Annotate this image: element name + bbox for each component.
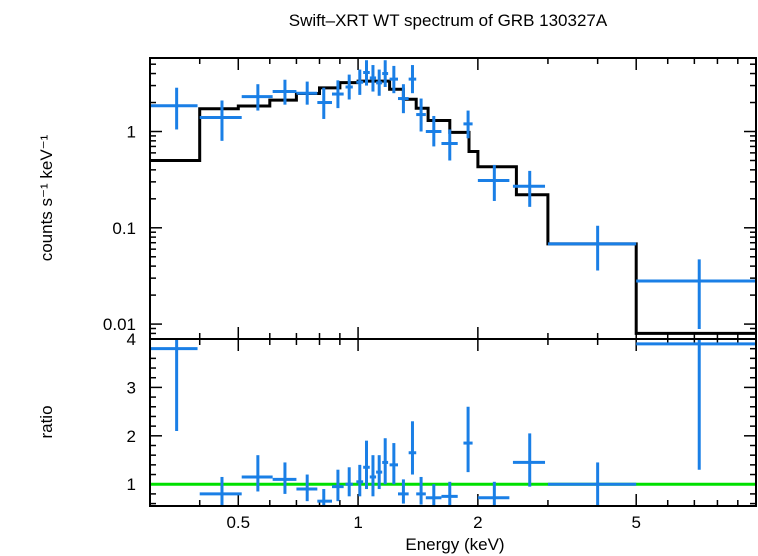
data-point [376, 455, 383, 490]
y-tick-label: 4 [127, 330, 136, 349]
data-point [332, 80, 344, 109]
bottom-y-tick-labels: 1 2 3 4 [127, 330, 136, 494]
x-tick-label: 2 [473, 513, 482, 532]
data-point [416, 476, 426, 505]
data-point [345, 74, 353, 100]
data-point [272, 79, 297, 105]
data-point [408, 421, 417, 475]
data-point [416, 98, 426, 132]
bottom-panel-frame [149, 338, 757, 507]
data-point [512, 170, 546, 207]
data-point [363, 440, 370, 490]
data-point [241, 455, 273, 492]
data-point [408, 65, 417, 94]
data-point [150, 339, 198, 431]
data-point [512, 433, 546, 487]
data-point [296, 474, 318, 502]
data-point [547, 462, 637, 506]
x-axis-label: Energy (keV) [405, 535, 504, 554]
top-ylabel: counts s⁻¹ keV⁻¹ [37, 134, 56, 261]
x-tick-label: 1 [353, 513, 362, 532]
data-point [241, 84, 273, 111]
data-point [356, 464, 364, 497]
data-point [345, 467, 353, 497]
data-point [382, 438, 389, 485]
data-point [425, 115, 442, 147]
data-point [636, 259, 756, 329]
data-point [356, 69, 364, 95]
data-point [441, 129, 458, 161]
top-y-tick-labels: 0.01 0.1 1 [103, 123, 136, 335]
data-point [477, 481, 510, 506]
data-point [369, 455, 377, 497]
data-point [363, 60, 370, 86]
data-point [636, 339, 756, 470]
data-point [369, 65, 377, 92]
y-tick-label: 1 [127, 123, 136, 142]
y-tick-label: 3 [127, 378, 136, 397]
data-point [150, 87, 198, 130]
data-point [376, 69, 383, 96]
data-point [199, 100, 242, 141]
model-step-line [150, 79, 756, 335]
x-tick-label: 0.5 [226, 513, 250, 532]
data-point [477, 164, 510, 201]
bottom-ylabel: ratio [37, 405, 56, 438]
data-point [389, 65, 399, 94]
data-point [382, 60, 389, 87]
data-point [463, 406, 473, 473]
ratio-data-points [150, 339, 756, 506]
data-point [199, 476, 242, 506]
bottom-panel-ticks [149, 338, 757, 506]
data-point [425, 484, 442, 506]
data-point [398, 84, 409, 114]
data-point [317, 489, 333, 506]
data-point [272, 462, 297, 494]
chart-title: Swift–XRT WT spectrum of GRB 130327A [289, 11, 608, 30]
y-tick-label: 0.1 [112, 219, 136, 238]
top-data-points [150, 60, 756, 329]
data-point [547, 225, 637, 271]
data-point [317, 87, 333, 119]
y-tick-label: 0.01 [103, 315, 136, 334]
y-tick-label: 1 [127, 475, 136, 494]
data-point [441, 481, 458, 506]
data-point [332, 469, 344, 502]
x-tick-labels: 0.5 1 2 5 [226, 513, 640, 532]
data-point [463, 110, 473, 139]
data-point [296, 81, 318, 105]
data-point [398, 479, 409, 504]
data-point [389, 443, 399, 485]
model-step-path [150, 79, 756, 335]
top-panel-ticks [149, 58, 757, 340]
y-tick-label: 2 [127, 427, 136, 446]
top-panel-frame [149, 57, 757, 340]
x-tick-label: 5 [631, 513, 640, 532]
